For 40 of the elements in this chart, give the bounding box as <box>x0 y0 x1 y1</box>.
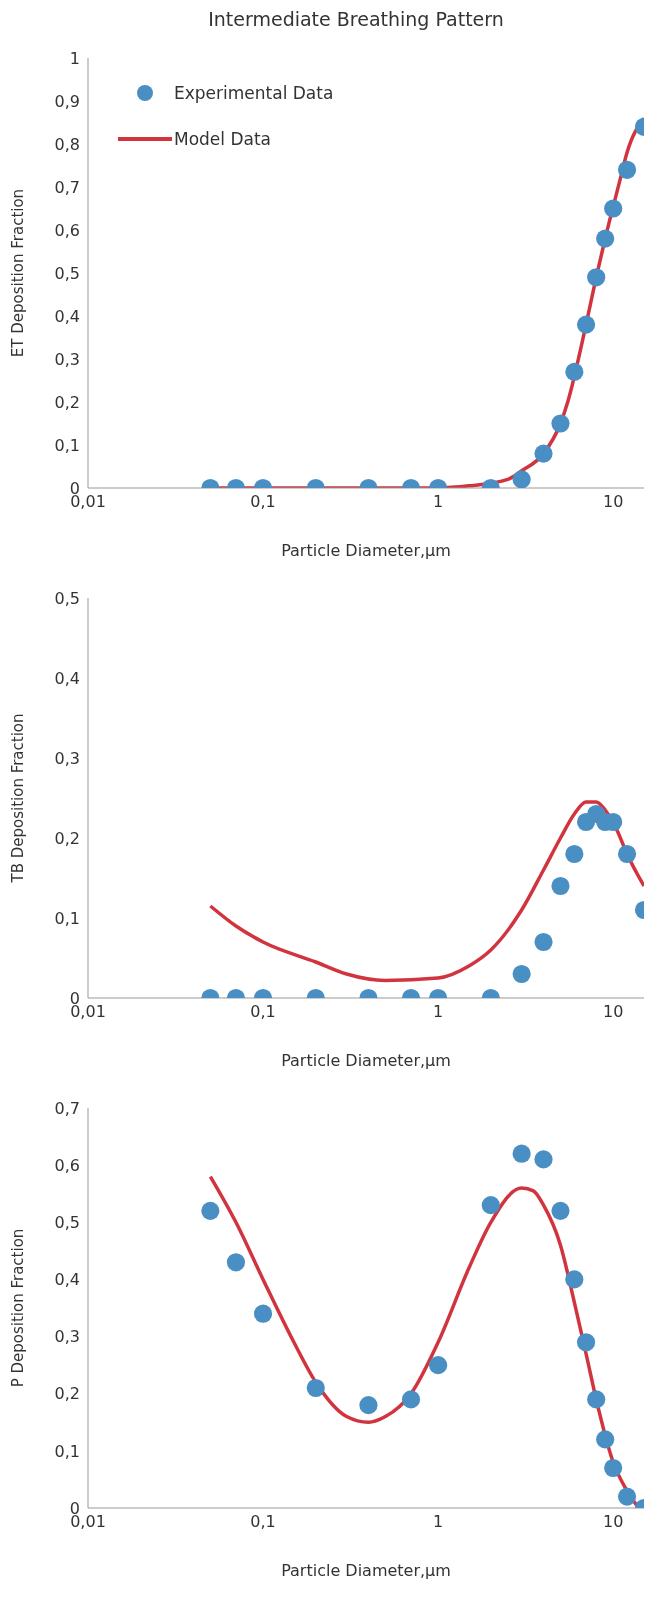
x-tick-label: 1 <box>433 1002 444 1022</box>
x-tick-label: 1 <box>433 1512 444 1532</box>
y-tick-label: 0,4 <box>54 668 80 688</box>
y-tick-label: 0,5 <box>54 263 80 283</box>
x-tick-label: 0,1 <box>250 1512 276 1532</box>
y-tick-label: 0,2 <box>54 392 80 412</box>
y-tick-label: 0,6 <box>54 220 80 240</box>
y-tick-label: 0,8 <box>54 134 80 154</box>
y-tick-label: 0,1 <box>54 435 80 455</box>
x-tick-label: 0,1 <box>250 492 276 512</box>
y-tick-label: 0,5 <box>54 588 80 608</box>
y-tick-label: 0,9 <box>54 91 80 111</box>
x-tick-label: 1 <box>433 492 444 512</box>
legend-label: Model Data <box>174 129 272 149</box>
y-tick-label: 0,5 <box>54 1212 80 1232</box>
y-tick-label: 0,4 <box>54 1270 80 1290</box>
y-tick-label: 0,3 <box>54 1327 80 1347</box>
y-axis-title: P Deposition Fraction <box>9 1228 28 1388</box>
chart-title: Intermediate Breathing Pattern <box>207 8 505 32</box>
y-tick-label: 0,7 <box>54 177 80 197</box>
legend-label: Experimental Data <box>174 83 334 103</box>
y-tick-label: 0,3 <box>54 349 80 369</box>
x-tick-label: 10 <box>602 492 624 512</box>
y-tick-label: 0,1 <box>54 908 80 928</box>
y-axis-title: ET Deposition Fraction <box>9 188 28 358</box>
x-axis-title: Particle Diameter,µm <box>281 541 451 560</box>
y-tick-label: 0,4 <box>54 306 80 326</box>
x-axis-title: Particle Diameter,µm <box>281 1561 451 1580</box>
y-tick-label: 1 <box>69 48 80 68</box>
y-tick-label: 0,3 <box>54 748 80 768</box>
y-tick-label: 0,7 <box>54 1098 80 1118</box>
y-tick-label: 0,6 <box>54 1155 80 1175</box>
x-tick-label: 10 <box>602 1002 624 1022</box>
y-tick-label: 0,1 <box>54 1441 80 1461</box>
y-axis-title: TB Deposition Fraction <box>9 713 28 884</box>
x-tick-label: 10 <box>602 1512 624 1532</box>
y-tick-label: 0,2 <box>54 1384 80 1404</box>
x-axis-title: Particle Diameter,µm <box>281 1051 451 1070</box>
x-tick-label: 0,1 <box>250 1002 276 1022</box>
y-tick-label: 0,2 <box>54 828 80 848</box>
